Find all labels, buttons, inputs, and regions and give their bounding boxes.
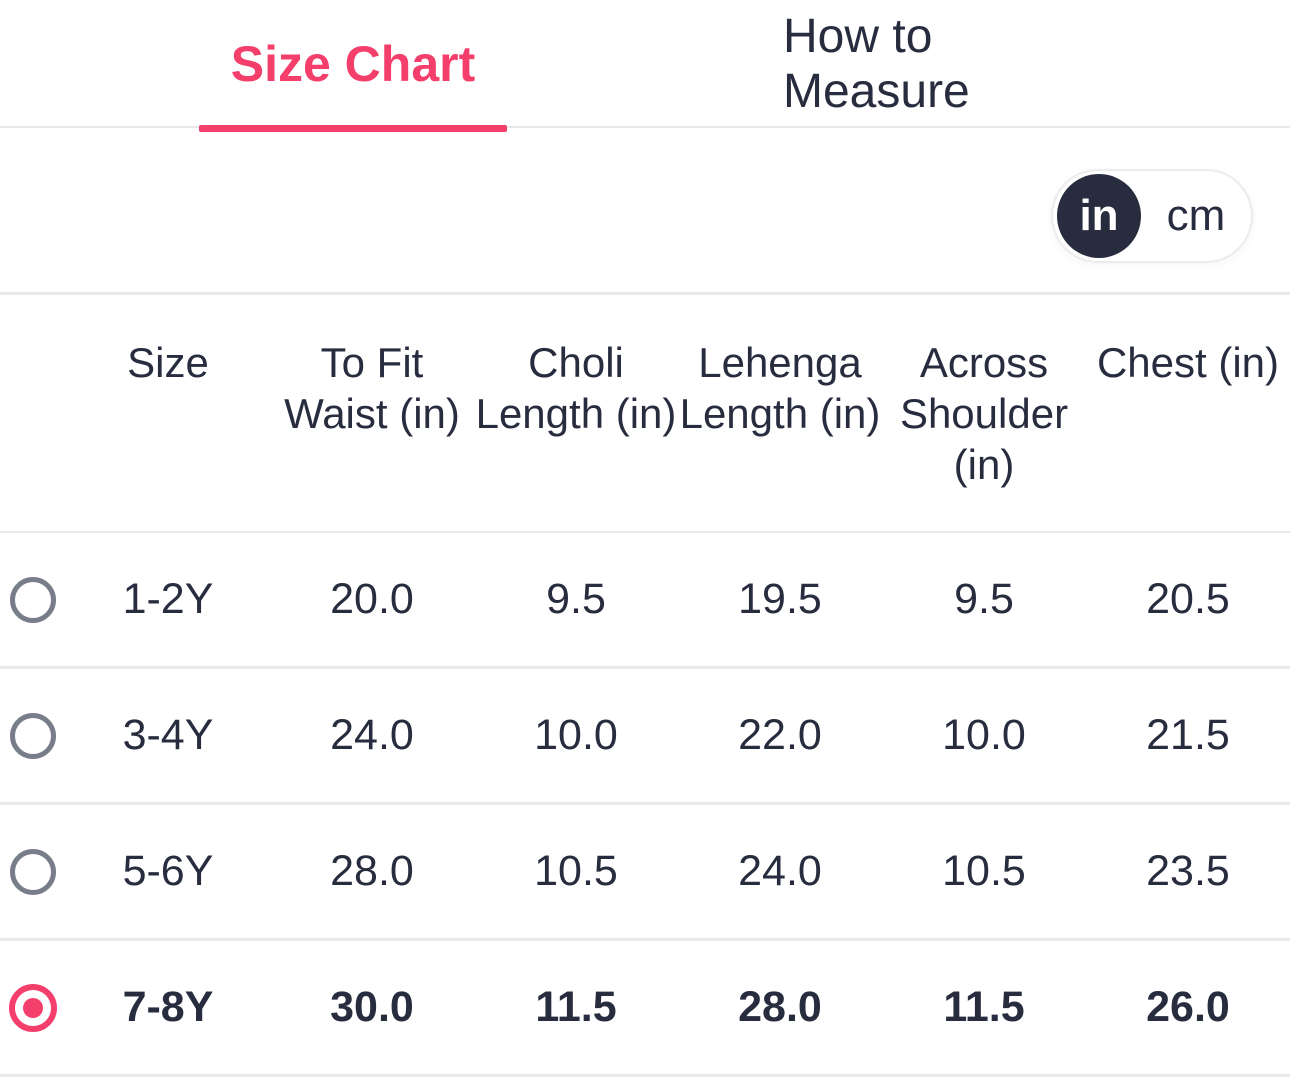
tab-how-to-measure-label: How to Measure bbox=[783, 10, 970, 118]
cell-lehenga-length: 22.0 bbox=[738, 711, 822, 759]
toolbar: in cm bbox=[0, 128, 1290, 295]
table-row[interactable]: 3-4Y 24.0 10.0 22.0 10.0 21.5 bbox=[0, 669, 1290, 805]
col-header-lehenga-length: Lehenga Length (in) bbox=[679, 339, 881, 437]
size-radio-icon[interactable] bbox=[10, 712, 56, 759]
radio-cell bbox=[0, 576, 66, 623]
radio-cell bbox=[0, 848, 66, 895]
tab-size-chart[interactable]: Size Chart bbox=[199, 0, 507, 132]
cell-waist: 24.0 bbox=[330, 711, 414, 759]
active-tab-underline bbox=[199, 125, 507, 132]
cell-lehenga-length: 24.0 bbox=[738, 847, 822, 895]
cell-size: 1-2Y bbox=[122, 575, 214, 623]
col-header-choli-length: Choli Length (in) bbox=[475, 339, 677, 437]
cell-across-shoulder: 9.5 bbox=[954, 575, 1014, 623]
cell-choli-length: 10.0 bbox=[534, 711, 618, 759]
cell-choli-length: 10.5 bbox=[534, 847, 618, 895]
size-radio-icon[interactable] bbox=[9, 983, 57, 1032]
cell-choli-length: 9.5 bbox=[546, 575, 606, 623]
size-radio-icon[interactable] bbox=[10, 576, 56, 623]
cell-choli-length: 11.5 bbox=[535, 983, 617, 1031]
cell-chest: 20.5 bbox=[1146, 575, 1230, 623]
cell-chest: 23.5 bbox=[1146, 847, 1230, 895]
unit-cm-option[interactable]: cm bbox=[1166, 191, 1226, 240]
cell-chest: 21.5 bbox=[1146, 711, 1230, 759]
tab-how-to-measure[interactable]: How to Measure bbox=[783, 0, 1097, 128]
table-header-row: Size To Fit Waist (in) Choli Length (in)… bbox=[0, 295, 1290, 533]
table-row[interactable]: 1-2Y 20.0 9.5 19.5 9.5 20.5 bbox=[0, 533, 1290, 669]
radio-cell bbox=[0, 712, 66, 759]
col-header-to-fit-waist: To Fit Waist (in) bbox=[284, 339, 460, 437]
unit-in-option[interactable]: in bbox=[1057, 174, 1141, 258]
cell-across-shoulder: 10.5 bbox=[942, 847, 1026, 895]
col-header-across-shoulder: Across Shoulder (in) bbox=[899, 339, 1069, 488]
cell-chest: 26.0 bbox=[1146, 983, 1230, 1031]
size-radio-icon[interactable] bbox=[10, 848, 56, 895]
cell-size: 7-8Y bbox=[122, 983, 214, 1031]
cell-size: 5-6Y bbox=[122, 847, 214, 895]
cell-across-shoulder: 11.5 bbox=[943, 983, 1025, 1031]
header-radio-spacer bbox=[0, 337, 66, 531]
table-row[interactable]: 5-6Y 28.0 10.5 24.0 10.5 23.5 bbox=[0, 805, 1290, 941]
cell-lehenga-length: 28.0 bbox=[738, 983, 822, 1031]
col-header-size: Size bbox=[127, 339, 209, 386]
radio-cell bbox=[0, 983, 66, 1032]
col-header-chest: Chest (in) bbox=[1096, 339, 1280, 386]
size-table: Size To Fit Waist (in) Choli Length (in)… bbox=[0, 295, 1290, 1077]
unit-toggle[interactable]: in cm bbox=[1051, 169, 1253, 263]
table-row[interactable]: 7-8Y 30.0 11.5 28.0 11.5 26.0 bbox=[0, 941, 1290, 1077]
cell-lehenga-length: 19.5 bbox=[738, 575, 822, 623]
tabs-bar: Size Chart How to Measure bbox=[0, 0, 1290, 132]
cell-size: 3-4Y bbox=[122, 711, 214, 759]
cell-across-shoulder: 10.0 bbox=[942, 711, 1026, 759]
cell-waist: 30.0 bbox=[330, 983, 414, 1031]
cell-waist: 28.0 bbox=[330, 847, 414, 895]
tab-size-chart-label: Size Chart bbox=[230, 36, 476, 92]
cell-waist: 20.0 bbox=[330, 575, 414, 623]
